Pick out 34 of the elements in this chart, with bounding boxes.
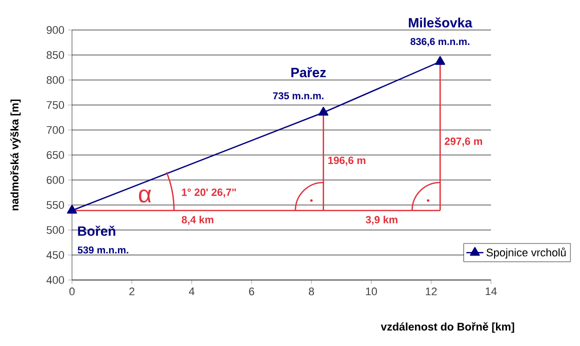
annotation: 8,4 km: [182, 216, 214, 225]
annotation: 297,6 m: [444, 138, 482, 146]
annotation: 539 m.n.m.: [78, 246, 128, 254]
x-tick-label: 10: [366, 288, 377, 296]
y-tick-label: 650: [46, 151, 64, 159]
y-tick-label: 800: [46, 76, 64, 84]
x-tick-label: 2: [129, 288, 134, 296]
y-tick-label: 500: [46, 226, 64, 234]
annotation: Milešovka: [408, 17, 472, 28]
x-tick-label: 8: [308, 288, 314, 296]
annotation: 1° 20' 26,7": [182, 188, 236, 198]
annotation: Bořeň: [78, 226, 116, 236]
x-tick-label: 14: [486, 288, 497, 296]
legend-label: Spojnice vrcholů: [486, 247, 566, 259]
y-tick-label: 550: [46, 201, 64, 209]
y-tick-label: 900: [46, 26, 64, 34]
y-tick-label: 750: [46, 101, 64, 109]
annotation: Pařez: [291, 67, 326, 78]
annotation: 836,6 m.n.m.: [410, 38, 470, 47]
y-tick-label: 850: [46, 51, 64, 59]
y-tick-label: 600: [46, 176, 64, 184]
x-tick-label: 4: [188, 288, 194, 296]
x-tick-label: 12: [426, 288, 437, 296]
y-axis-title: nadmořská výška [m]: [10, 100, 21, 210]
x-tick-label: 0: [69, 288, 75, 296]
annotation: 196,6 m: [328, 156, 366, 166]
y-tick-label: 700: [46, 126, 64, 134]
y-tick-label: 400: [46, 276, 64, 284]
x-tick-label: 6: [249, 288, 254, 296]
y-tick-label: 450: [46, 251, 64, 259]
annotation: 3,9 km: [366, 216, 398, 225]
annotation: α: [139, 189, 152, 203]
x-axis-title: vzdálenost do Bořně [km]: [380, 322, 514, 333]
annotation: 735 m.n.m.: [273, 92, 324, 100]
